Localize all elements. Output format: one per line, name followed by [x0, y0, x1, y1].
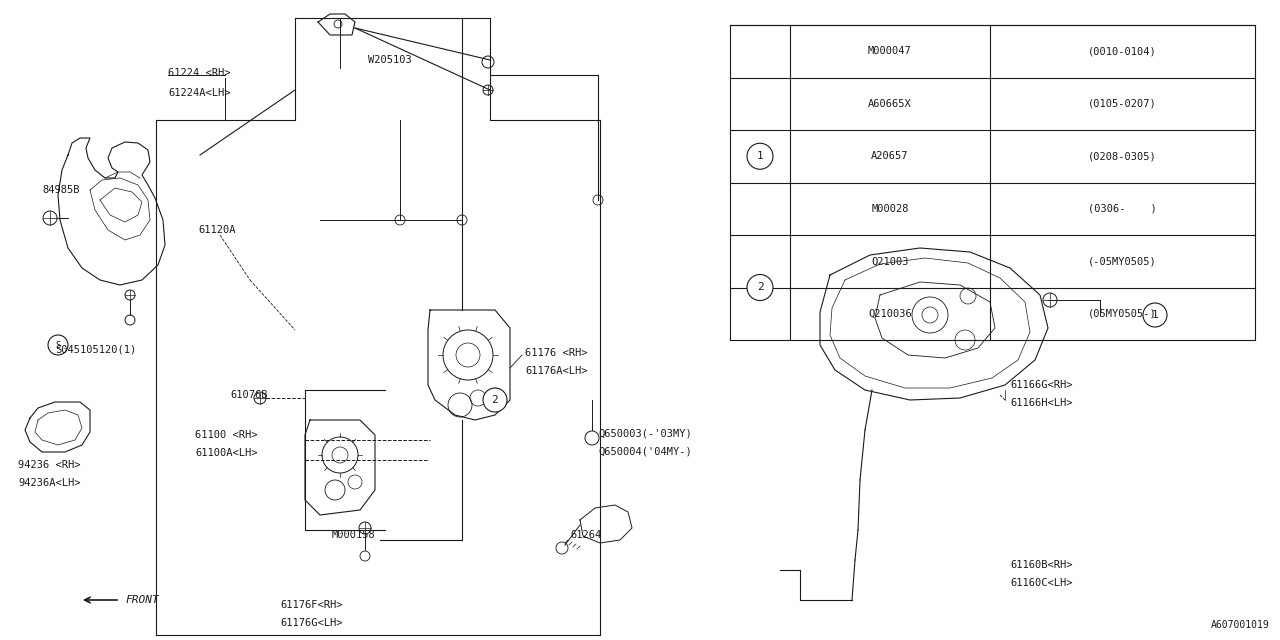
Text: 94236 <RH>: 94236 <RH>: [18, 460, 81, 470]
Text: FRONT: FRONT: [125, 595, 159, 605]
Text: S: S: [55, 340, 60, 349]
Text: 61100 <RH>: 61100 <RH>: [195, 430, 257, 440]
Text: 61100A<LH>: 61100A<LH>: [195, 448, 257, 458]
Text: 61176G<LH>: 61176G<LH>: [280, 618, 343, 628]
Text: M000047: M000047: [868, 46, 911, 56]
Text: 61166G<RH>: 61166G<RH>: [1010, 380, 1073, 390]
Text: Q210036: Q210036: [868, 308, 911, 319]
Circle shape: [1143, 303, 1167, 327]
Circle shape: [748, 143, 773, 169]
Text: (0208-0305): (0208-0305): [1088, 151, 1157, 161]
Text: 2: 2: [492, 395, 498, 405]
Text: 61160B<RH>: 61160B<RH>: [1010, 560, 1073, 570]
Circle shape: [748, 275, 773, 301]
Text: 61264: 61264: [570, 530, 602, 540]
Circle shape: [49, 335, 68, 355]
Text: A20657: A20657: [872, 151, 909, 161]
Text: Q21003: Q21003: [872, 256, 909, 266]
Text: (-05MY0505): (-05MY0505): [1088, 256, 1157, 266]
Text: (0010-0104): (0010-0104): [1088, 46, 1157, 56]
Text: 84985B: 84985B: [42, 185, 79, 195]
Text: M00028: M00028: [872, 204, 909, 214]
Text: 61120A: 61120A: [198, 225, 236, 235]
Text: 61176 <RH>: 61176 <RH>: [525, 348, 588, 358]
Text: 61176F<RH>: 61176F<RH>: [280, 600, 343, 610]
Text: Q650003(-'03MY): Q650003(-'03MY): [598, 428, 691, 438]
Text: 94236A<LH>: 94236A<LH>: [18, 478, 81, 488]
Text: (05MY0505-): (05MY0505-): [1088, 308, 1157, 319]
Text: 61160C<LH>: 61160C<LH>: [1010, 578, 1073, 588]
Text: 61224A<LH>: 61224A<LH>: [168, 88, 230, 98]
Text: 1: 1: [756, 151, 763, 161]
Text: 1: 1: [1152, 310, 1158, 320]
Text: (0306-    ): (0306- ): [1088, 204, 1157, 214]
Text: Q650004('04MY-): Q650004('04MY-): [598, 446, 691, 456]
Text: A607001019: A607001019: [1211, 620, 1270, 630]
Text: W205103: W205103: [369, 55, 412, 65]
Text: M000158: M000158: [332, 530, 376, 540]
Text: (0105-0207): (0105-0207): [1088, 99, 1157, 109]
Text: 61076B: 61076B: [230, 390, 268, 400]
Text: 61166H<LH>: 61166H<LH>: [1010, 398, 1073, 408]
Circle shape: [483, 388, 507, 412]
Text: 2: 2: [756, 282, 763, 292]
Text: S045105120(1): S045105120(1): [55, 345, 136, 355]
Text: 61224 <RH>: 61224 <RH>: [168, 68, 230, 78]
Text: A60665X: A60665X: [868, 99, 911, 109]
Text: 61176A<LH>: 61176A<LH>: [525, 366, 588, 376]
